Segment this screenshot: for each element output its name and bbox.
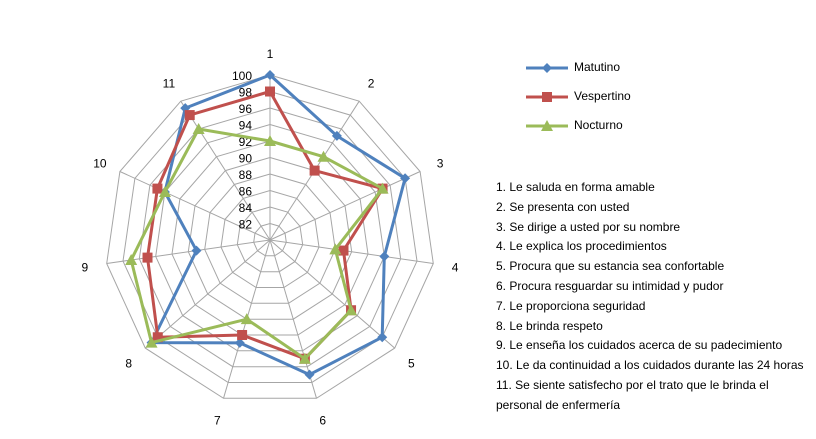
data-point-nocturno	[317, 150, 330, 162]
data-point-nocturno	[240, 313, 253, 325]
data-point-vespertino	[265, 86, 275, 97]
data-point-nocturno	[329, 243, 342, 255]
grid-ring	[187, 156, 353, 320]
radial-tick-label: 98	[239, 86, 253, 100]
legend-label: Nocturno	[574, 118, 623, 132]
note-item: 1. Le saluda en forma amable	[496, 180, 655, 194]
data-point-nocturno	[145, 336, 158, 348]
data-point-matutino	[304, 369, 315, 380]
radar-spokes	[106, 75, 434, 399]
note-item: 6. Procura resguardar su intimidad y pud…	[496, 278, 724, 293]
category-label: 9	[82, 261, 89, 275]
data-point-vespertino	[184, 110, 195, 121]
radial-tick-label: 96	[239, 102, 253, 116]
category-label: 2	[368, 77, 375, 91]
data-point-matutino	[191, 245, 202, 256]
grid-ring	[106, 74, 434, 399]
series-line-vespertino	[146, 90, 385, 361]
data-point-matutino	[234, 337, 245, 348]
category-label: 6	[319, 413, 326, 427]
grid-ring	[204, 173, 336, 304]
grid-spoke	[269, 239, 434, 264]
note-item: 3. Se dirige a usted por su nombre	[496, 219, 681, 234]
data-point-vespertino	[142, 252, 153, 263]
note-item: 5. Procura que su estancia sea confortab…	[496, 259, 725, 274]
legend-swatch-nocturno	[526, 120, 568, 131]
radial-tick-label: 86	[239, 185, 253, 199]
data-point-matutino	[265, 70, 275, 80]
legend-label: Matutino	[574, 60, 621, 74]
note-item: 2. Se presenta con usted	[496, 199, 630, 214]
grid-spoke	[144, 239, 271, 349]
category-label: 4	[452, 261, 459, 275]
category-notes: 1. Le saluda en forma amable 2. Se prese…	[496, 178, 811, 416]
data-point-matutino	[331, 130, 342, 141]
series-line-matutino	[150, 73, 407, 377]
data-point-vespertino	[152, 183, 163, 194]
grid-spoke	[269, 239, 396, 349]
grid-spoke	[119, 171, 271, 241]
grid-ring	[220, 189, 320, 288]
data-point-vespertino	[152, 332, 163, 343]
data-point-nocturno	[264, 135, 276, 146]
category-label: 3	[437, 156, 444, 170]
data-point-nocturno	[345, 304, 358, 316]
data-point-vespertino	[309, 165, 320, 176]
category-label: 1	[267, 47, 274, 61]
grid-ring	[236, 206, 304, 273]
series-layer	[125, 70, 411, 380]
grid-ring	[122, 90, 418, 383]
legend-item-matutino: Matutino	[522, 58, 782, 78]
radial-tick-label: 82	[239, 218, 253, 232]
grid-spoke	[180, 100, 271, 241]
note-item: 4. Le explica los procedimientos	[496, 239, 667, 254]
series-nocturno	[125, 122, 389, 364]
note-item: 9. Le enseña los cuidados acerca de su p…	[496, 338, 783, 353]
data-point-vespertino	[237, 329, 248, 340]
radial-tick-label: 94	[239, 119, 253, 133]
series-line-nocturno	[129, 127, 385, 361]
data-point-matutino	[379, 251, 390, 262]
grid-spoke	[269, 171, 421, 241]
category-labels: 1 2 3 4 5 6 7 8 9 10 11	[82, 47, 459, 427]
data-point-matutino	[377, 332, 388, 343]
note-item: 11. Se siente satisfecho por el trato qu…	[496, 377, 769, 412]
note-item: 8. Le brinda respeto	[496, 318, 603, 333]
category-label: 11	[163, 77, 176, 91]
data-point-matutino	[400, 173, 411, 184]
legend-item-vespertino: Vespertino	[522, 87, 782, 107]
data-point-nocturno	[158, 186, 171, 198]
grid-ring	[138, 107, 402, 368]
category-label: 7	[214, 413, 221, 427]
legend-swatch-vespertino	[526, 92, 568, 102]
data-point-nocturno	[298, 352, 311, 364]
data-point-nocturno	[376, 182, 389, 194]
data-point-nocturno	[125, 253, 138, 265]
data-point-nocturno	[192, 122, 205, 134]
radial-tick-label: 84	[239, 201, 253, 215]
radial-tick-label: 100	[232, 69, 252, 83]
radial-tick-label: 90	[239, 152, 253, 166]
grid-ring	[253, 222, 287, 257]
radial-tick-label: 88	[239, 168, 253, 182]
category-label: 10	[93, 156, 107, 170]
note-item: 10. Le da continuidad a los cuidados dur…	[496, 358, 804, 373]
category-label: 8	[125, 357, 132, 371]
data-point-vespertino	[338, 245, 349, 256]
legend-swatch-matutino	[526, 63, 568, 73]
legend-label: Vespertino	[574, 89, 631, 103]
legend-item-nocturno: Nocturno	[522, 116, 782, 136]
category-label: 5	[408, 357, 415, 371]
note-item: 7. Le proporciona seguridad	[496, 298, 646, 313]
